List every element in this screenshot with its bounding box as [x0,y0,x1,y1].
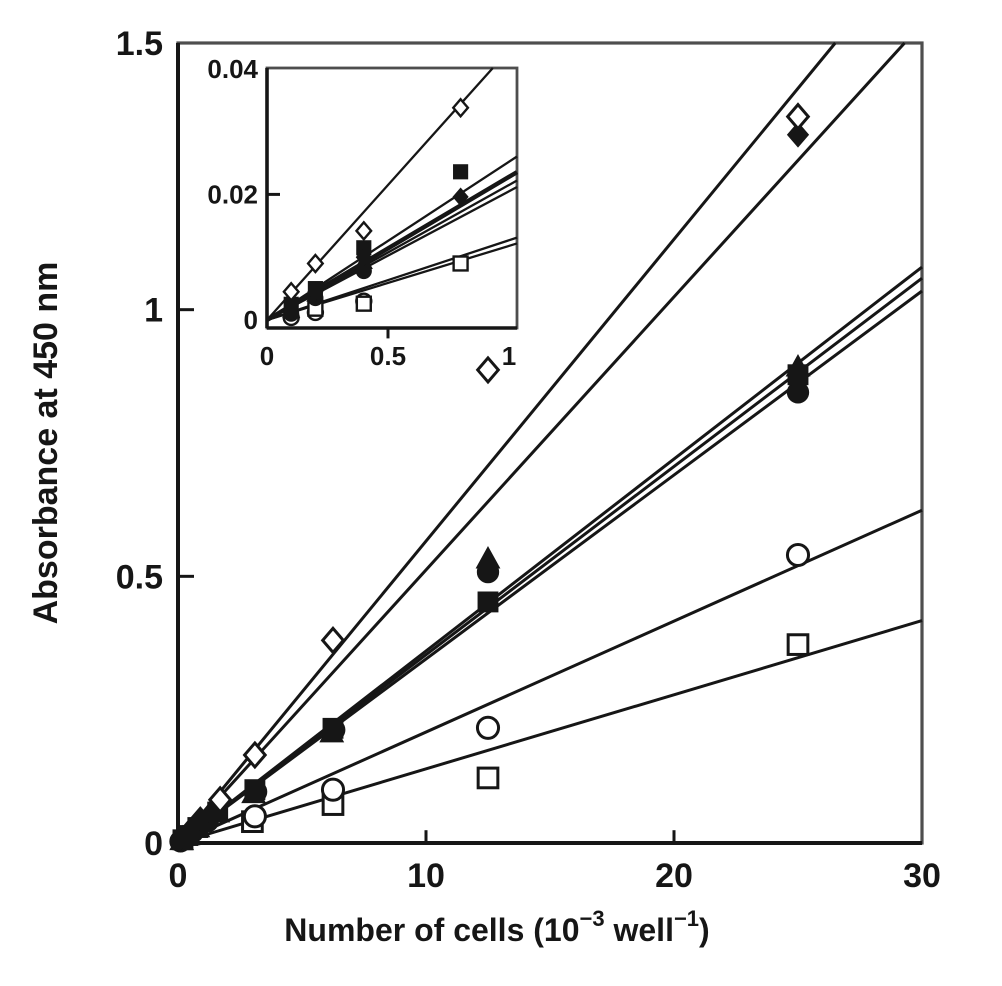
marker-open-diamond [354,220,373,242]
inset-x-tick-label: 0.5 [370,341,406,371]
marker-filled-diamond [786,121,810,148]
x-axis-title-text: well [605,912,674,948]
inset-plot-area [267,68,517,328]
marker-filled-square [787,364,809,386]
x-axis-title: Number of cells (10−3 well−1) [284,906,709,948]
main-x-tick-label: 30 [903,857,941,895]
marker-open-diamond [306,253,325,274]
x-axis-title-superscript: −3 [580,906,605,931]
marker-open-diamond [282,281,301,303]
series-open-circle [242,542,811,829]
main-x-tick-label: 0 [169,857,188,895]
marker-open-diamond [242,740,268,770]
series-open-diamond [282,97,470,303]
main-y-tick-label: 0.5 [116,558,163,596]
marker-open-square [786,633,810,656]
main-y-tick-label: 0 [144,825,163,863]
inset-plot: 0 0.02 0.04 0 0.5 1 [207,54,519,371]
main-x-tick-label: 10 [407,857,445,895]
inset-y-tick-label: 0 [244,305,258,335]
marker-filled-diamond [355,247,372,267]
fitline-open-diamond [176,42,837,844]
main-y-tick-label: 1 [144,292,163,330]
x-axis-title-text: ) [699,912,710,948]
series-open-diamond [207,102,811,815]
y-axis-title: Absorbance at 450 nm [27,262,65,625]
inset-y-tick-label: 0.02 [207,179,258,209]
x-axis-title-superscript: −1 [674,906,699,931]
marker-open-circle [785,542,811,568]
main-plot: 00.511.50 10 20 30 [116,25,941,895]
marker-filled-diamond [452,187,469,207]
fitline-open-square [177,619,923,845]
inset-x-tick-label: 1 [502,341,516,371]
marker-open-square [452,255,469,272]
inset-x-tick-label: 0 [260,341,274,371]
marker-filled-square [322,717,344,739]
marker-filled-square [453,164,469,180]
marker-open-diamond [207,785,233,815]
marker-open-square [355,295,372,312]
marker-open-diamond [320,626,346,655]
main-x-tick-label: 20 [655,857,693,895]
marker-open-diamond [451,97,470,119]
marker-filled-square [477,591,499,613]
marker-open-diamond [475,355,501,385]
marker-filled-diamond [307,282,324,302]
marker-open-circle [475,715,501,740]
marker-filled-square [244,779,266,801]
marker-open-circle [242,804,267,829]
series-filled-diamond [171,121,810,851]
main-y-tick-label: 1.5 [116,25,163,63]
series-filled-diamond [283,187,469,321]
marker-open-circle [320,777,346,802]
marker-open-diamond [785,102,811,131]
marker-filled-diamond [283,301,300,321]
marker-filled-triangle [475,546,501,569]
marker-filled-diamond [189,806,212,832]
x-axis-title-text: Number of cells (10 [284,912,579,948]
inset-y-tick-label: 0.04 [207,54,258,84]
fitline-filled-diamond [176,41,906,845]
marker-open-square [476,766,500,790]
